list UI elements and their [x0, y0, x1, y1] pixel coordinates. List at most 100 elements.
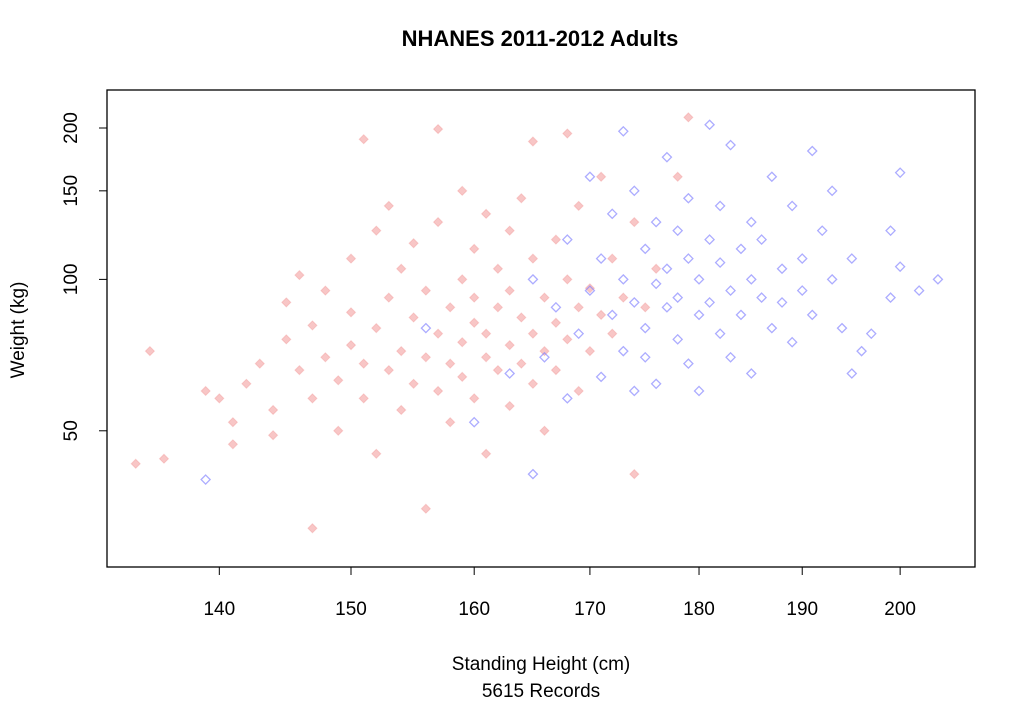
point-female — [607, 253, 618, 264]
point-female — [408, 312, 419, 323]
point-male — [693, 385, 705, 397]
point-male — [704, 296, 716, 308]
point-female — [345, 307, 357, 318]
point-female — [130, 458, 141, 469]
point-male — [672, 333, 684, 345]
point-female — [618, 292, 629, 303]
x-tick-label: 160 — [458, 599, 490, 620]
point-male — [661, 151, 673, 163]
point-female — [358, 133, 369, 145]
point-female — [408, 238, 419, 249]
x-tick-label: 150 — [335, 599, 367, 620]
point-male — [796, 285, 808, 297]
point-female — [457, 185, 468, 197]
point-male — [725, 285, 736, 297]
point-female — [320, 352, 331, 363]
point-female — [562, 334, 573, 345]
point-female — [444, 358, 456, 369]
point-male — [682, 253, 694, 264]
point-male — [816, 225, 828, 237]
point-male — [595, 253, 607, 264]
point-female — [307, 320, 318, 331]
x-tick-label: 140 — [203, 599, 235, 620]
point-female — [527, 136, 539, 147]
point-male — [766, 171, 778, 183]
point-female — [629, 216, 640, 228]
point-male — [550, 301, 562, 313]
point-female — [383, 364, 395, 376]
point-female — [158, 453, 170, 464]
point-female — [504, 400, 515, 412]
point-male — [756, 292, 768, 304]
point-female — [408, 378, 419, 390]
point-male — [617, 273, 629, 285]
point-male — [617, 345, 629, 357]
point-male — [776, 263, 788, 275]
point-male — [420, 322, 432, 334]
point-female — [333, 425, 344, 436]
point-male — [527, 273, 539, 285]
point-female — [144, 345, 156, 357]
point-male — [639, 243, 651, 255]
point-female — [396, 404, 407, 416]
point-female — [371, 225, 382, 236]
point-male — [714, 328, 726, 340]
point-female — [504, 339, 515, 351]
point-female — [432, 385, 444, 397]
point-female — [432, 123, 444, 135]
point-male — [786, 336, 798, 348]
point-female — [358, 393, 369, 404]
point-male — [573, 328, 585, 340]
point-male — [682, 358, 694, 370]
point-female — [595, 171, 607, 182]
point-male — [865, 328, 877, 340]
point-female — [383, 292, 395, 303]
point-female — [527, 378, 539, 390]
point-male — [561, 234, 573, 245]
point-male — [745, 368, 757, 379]
point-male — [606, 309, 618, 321]
point-female — [539, 425, 550, 436]
point-male — [504, 368, 516, 379]
point-female — [550, 234, 562, 245]
point-female — [345, 339, 357, 351]
point-female — [550, 317, 562, 328]
point-male — [661, 301, 673, 313]
point-male — [628, 185, 640, 197]
point-female — [683, 112, 694, 123]
point-female — [573, 302, 584, 313]
point-male — [628, 296, 640, 308]
point-male — [650, 278, 662, 290]
point-female — [480, 352, 492, 363]
point-female — [573, 200, 584, 212]
point-male — [639, 322, 651, 334]
point-male — [200, 474, 212, 485]
point-male — [661, 263, 673, 275]
point-female — [480, 328, 492, 339]
y-axis: 50 100 150 200 — [61, 112, 107, 441]
point-female — [457, 274, 468, 285]
point-female — [468, 393, 480, 404]
point-female — [457, 337, 468, 348]
point-female — [333, 375, 344, 386]
point-female — [492, 263, 504, 274]
point-female — [527, 328, 539, 339]
point-female — [607, 328, 618, 339]
point-female — [281, 297, 292, 308]
point-female — [650, 263, 662, 274]
x-tick-label: 180 — [683, 599, 715, 620]
point-female — [227, 439, 239, 450]
point-female — [320, 285, 331, 296]
point-male — [725, 351, 736, 363]
point-male — [527, 468, 539, 480]
point-female — [420, 352, 432, 363]
point-female — [294, 269, 305, 281]
point-female — [492, 364, 504, 376]
point-male — [693, 273, 705, 285]
chart-title: NHANES 2011-2012 Adults — [402, 26, 679, 51]
point-female — [527, 253, 539, 264]
point-male — [606, 208, 618, 220]
point-male — [725, 139, 736, 151]
point-male — [806, 145, 818, 157]
